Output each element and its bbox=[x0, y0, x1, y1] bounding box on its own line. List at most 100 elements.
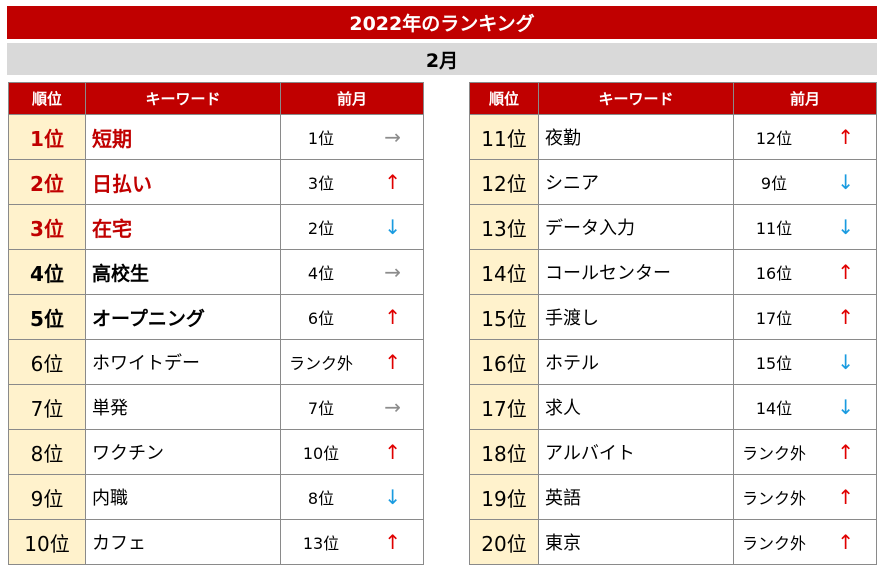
keyword-cell: カフェ bbox=[85, 519, 281, 565]
prev-month-cell: 3位 ↑ bbox=[280, 159, 424, 205]
table-row: 8位 ワクチン 10位 ↑ bbox=[8, 429, 424, 475]
ranking-table-left: 順位 キーワード 前月 1位 短期 1位 → 2位 日払い 3位 ↑ 3位 在宅 2位 ↓ 4位 高校生 4… bbox=[8, 82, 424, 565]
prev-month-rank: 2位 bbox=[307, 219, 335, 238]
header-keyword: キーワード bbox=[538, 82, 734, 115]
table-row: 20位 東京 ランク外 ↑ bbox=[469, 519, 877, 565]
prev-month-rank: 11位 bbox=[755, 219, 793, 238]
header-prev-month: 前月 bbox=[733, 82, 877, 115]
table-row: 14位 コールセンター 16位 ↑ bbox=[469, 249, 877, 295]
table-row: 11位 夜勤 12位 ↑ bbox=[469, 114, 877, 160]
arrow-right-icon: → bbox=[384, 395, 401, 419]
rank-cell: 12位 bbox=[469, 159, 539, 205]
prev-month-cell: 9位 ↓ bbox=[733, 159, 877, 205]
keyword-cell: 内職 bbox=[85, 474, 281, 520]
prev-month-cell: ランク外 ↑ bbox=[733, 474, 877, 520]
keyword-cell: データ入力 bbox=[538, 204, 734, 250]
arrow-right-icon: → bbox=[384, 260, 401, 284]
arrow-down-icon: ↓ bbox=[837, 215, 854, 239]
rank-cell: 4位 bbox=[8, 249, 86, 295]
rank-cell: 18位 bbox=[469, 429, 539, 475]
arrow-up-icon: ↑ bbox=[384, 170, 401, 194]
rank-cell: 2位 bbox=[8, 159, 86, 205]
ranking-table-right: 順位 キーワード 前月 11位 夜勤 12位 ↑ 12位 シニア 9位 ↓ 13位 データ入力 11… bbox=[469, 82, 877, 565]
arrow-up-icon: ↑ bbox=[837, 305, 854, 329]
keyword-cell: 単発 bbox=[85, 384, 281, 430]
prev-month-rank: ランク外 bbox=[741, 444, 806, 463]
arrow-right-icon: → bbox=[384, 125, 401, 149]
prev-month-rank: ランク外 bbox=[741, 489, 806, 508]
prev-month-rank: 4位 bbox=[307, 264, 335, 283]
arrow-down-icon: ↓ bbox=[837, 170, 854, 194]
prev-month-cell: 4位 → bbox=[280, 249, 424, 295]
arrow-up-icon: ↑ bbox=[384, 350, 401, 374]
arrow-up-icon: ↑ bbox=[384, 530, 401, 554]
table-row: 17位 求人 14位 ↓ bbox=[469, 384, 877, 430]
header-rank: 順位 bbox=[8, 82, 86, 115]
prev-month-cell: 11位 ↓ bbox=[733, 204, 877, 250]
prev-month-cell: ランク外 ↑ bbox=[733, 429, 877, 475]
keyword-cell: ホテル bbox=[538, 339, 734, 385]
arrow-up-icon: ↑ bbox=[837, 440, 854, 464]
prev-month-rank: 15位 bbox=[755, 354, 793, 373]
arrow-up-icon: ↑ bbox=[837, 125, 854, 149]
keyword-cell: 短期 bbox=[85, 114, 281, 160]
header-rank: 順位 bbox=[469, 82, 539, 115]
arrow-down-icon: ↓ bbox=[837, 395, 854, 419]
prev-month-rank: ランク外 bbox=[288, 354, 353, 373]
table-row: 1位 短期 1位 → bbox=[8, 114, 424, 160]
rank-cell: 8位 bbox=[8, 429, 86, 475]
keyword-cell: 東京 bbox=[538, 519, 734, 565]
keyword-cell: ホワイトデー bbox=[85, 339, 281, 385]
prev-month-rank: 9位 bbox=[760, 174, 788, 193]
keyword-cell: 英語 bbox=[538, 474, 734, 520]
keyword-cell: シニア bbox=[538, 159, 734, 205]
prev-month-cell: 15位 ↓ bbox=[733, 339, 877, 385]
prev-month-rank: 3位 bbox=[307, 174, 335, 193]
rank-cell: 1位 bbox=[8, 114, 86, 160]
table-row: 19位 英語 ランク外 ↑ bbox=[469, 474, 877, 520]
rank-cell: 17位 bbox=[469, 384, 539, 430]
rank-cell: 3位 bbox=[8, 204, 86, 250]
prev-month-rank: 13位 bbox=[302, 534, 340, 553]
prev-month-cell: 14位 ↓ bbox=[733, 384, 877, 430]
arrow-up-icon: ↑ bbox=[384, 305, 401, 329]
ranking-title: 2022年のランキング bbox=[7, 6, 877, 39]
keyword-cell: コールセンター bbox=[538, 249, 734, 295]
rank-cell: 11位 bbox=[469, 114, 539, 160]
keyword-cell: オープニング bbox=[85, 294, 281, 340]
month-label: 2月 bbox=[7, 43, 877, 75]
keyword-cell: 在宅 bbox=[85, 204, 281, 250]
prev-month-cell: 13位 ↑ bbox=[280, 519, 424, 565]
prev-month-cell: 8位 ↓ bbox=[280, 474, 424, 520]
table-row: 2位 日払い 3位 ↑ bbox=[8, 159, 424, 205]
keyword-cell: 高校生 bbox=[85, 249, 281, 295]
table-row: 7位 単発 7位 → bbox=[8, 384, 424, 430]
arrow-down-icon: ↓ bbox=[384, 485, 401, 509]
rank-cell: 16位 bbox=[469, 339, 539, 385]
rank-cell: 5位 bbox=[8, 294, 86, 340]
table-row: 3位 在宅 2位 ↓ bbox=[8, 204, 424, 250]
keyword-cell: 求人 bbox=[538, 384, 734, 430]
arrow-up-icon: ↑ bbox=[837, 530, 854, 554]
prev-month-cell: 6位 ↑ bbox=[280, 294, 424, 340]
table-row: 18位 アルバイト ランク外 ↑ bbox=[469, 429, 877, 475]
table-row: 6位 ホワイトデー ランク外 ↑ bbox=[8, 339, 424, 385]
prev-month-rank: 17位 bbox=[755, 309, 793, 328]
arrow-up-icon: ↑ bbox=[837, 485, 854, 509]
prev-month-cell: 10位 ↑ bbox=[280, 429, 424, 475]
prev-month-rank: 14位 bbox=[755, 399, 793, 418]
prev-month-rank: 16位 bbox=[755, 264, 793, 283]
header-prev-month: 前月 bbox=[280, 82, 424, 115]
keyword-cell: 日払い bbox=[85, 159, 281, 205]
rank-cell: 6位 bbox=[8, 339, 86, 385]
table-row: 4位 高校生 4位 → bbox=[8, 249, 424, 295]
prev-month-rank: 1位 bbox=[307, 129, 335, 148]
rank-cell: 15位 bbox=[469, 294, 539, 340]
keyword-cell: 夜勤 bbox=[538, 114, 734, 160]
prev-month-cell: 16位 ↑ bbox=[733, 249, 877, 295]
header-row: 順位 キーワード 前月 bbox=[469, 82, 877, 115]
table-row: 12位 シニア 9位 ↓ bbox=[469, 159, 877, 205]
prev-month-rank: 7位 bbox=[307, 399, 335, 418]
rank-cell: 19位 bbox=[469, 474, 539, 520]
arrow-up-icon: ↑ bbox=[384, 440, 401, 464]
